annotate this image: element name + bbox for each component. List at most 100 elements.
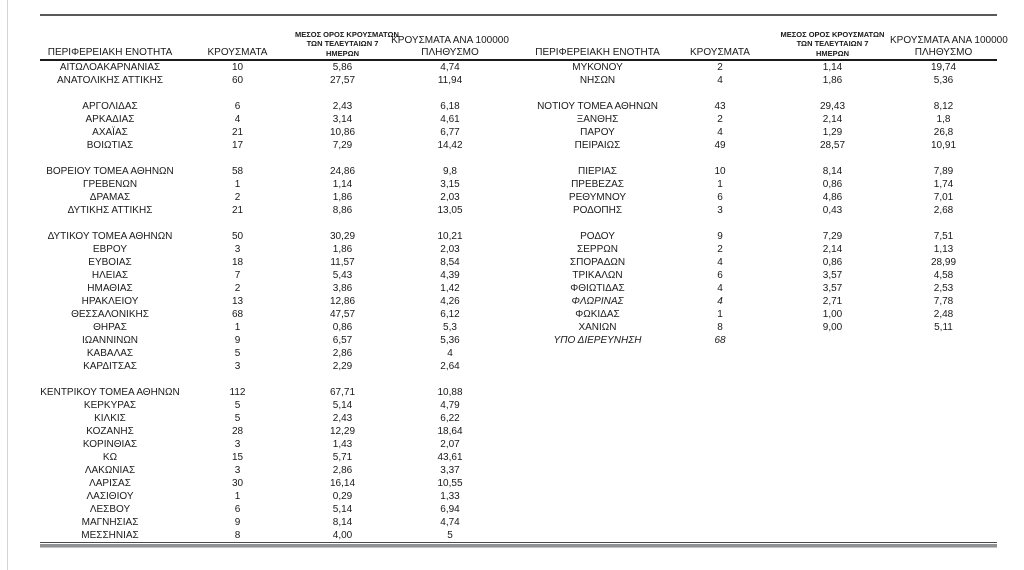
avg7-cell-right: 2,14 (822, 114, 843, 125)
region-cell-left: ΔΥΤΙΚΟΥ ΤΟΜΕΑ ΑΘΗΝΩΝ (47, 231, 173, 242)
per100k-cell-right: 5,36 (933, 75, 954, 86)
bottom-rule-thick-line (40, 544, 997, 548)
avg7-cell-left: 3,14 (332, 114, 353, 125)
cases-cell-left: 6 (234, 504, 241, 515)
cases-cell-right: 2 (717, 244, 723, 255)
per100k-cell-right: 7,51 (933, 231, 954, 242)
column-gap (510, 58, 530, 59)
cases-cell-right: 49 (714, 140, 726, 151)
table-row: ΚΕΡΚΥΡΑΣ 5 5,14 4,79 (40, 399, 997, 412)
cases-cell-left: 50 (231, 231, 244, 242)
cases-cell-right: 8 (717, 322, 723, 333)
per100k-cell-left: 2,64 (440, 361, 460, 372)
cases-cell-left: 2 (234, 192, 241, 203)
region-cell-right: ΦΛΩΡΙΝΑΣ (571, 296, 624, 307)
avg7-cell-left: 1,43 (332, 439, 353, 450)
table-row: ΑΡΚΑΔΙΑΣ 4 3,14 4,61 ΞΑΝΘΗΣ 2 2,14 1,8 (40, 113, 997, 126)
cases-cell-right: 4 (717, 257, 723, 268)
cases-cell-left: 21 (231, 205, 244, 216)
avg7-cell-left: 12,86 (329, 296, 356, 307)
avg7-cell-left: 27,57 (329, 75, 356, 86)
cases-cell-left: 1 (234, 491, 241, 502)
region-cell-left: ΚΟΡΙΝΘΙΑΣ (82, 439, 138, 450)
per100k-cell-right: 2,68 (933, 205, 954, 216)
region-cell-right: ΞΑΝΘΗΣ (576, 114, 619, 125)
avg7-cell-left: 30,29 (329, 231, 356, 242)
bottom-rule-gap (40, 543, 997, 544)
avg7-cell-left: 11,57 (330, 257, 355, 268)
region-cell-left: ΓΡΕΒΕΝΩΝ (82, 179, 138, 190)
region-cell-left: ΑΡΚΑΔΙΑΣ (85, 114, 135, 125)
per100k-cell-right: 10,91 (930, 140, 957, 151)
avg7-cell-left: 2,29 (332, 361, 353, 372)
avg7-cell-right: 4,86 (822, 192, 843, 203)
table-row: ΗΡΑΚΛΕΙΟΥ 13 12,86 4,26 ΦΛΩΡΙΝΑΣ 4 2,71 7,78 (40, 295, 997, 308)
region-cell-right: ΦΘΙΩΤΙΔΑΣ (570, 283, 625, 294)
region-cell-left: ΑΧΑΪΑΣ (92, 127, 128, 138)
header-region-right-label: ΠΕΡΙΦΕΡΕΙΑΚΗ ΕΝΟΤΗΤΑ (535, 46, 660, 58)
cases-cell-left: 9 (234, 335, 241, 346)
region-cell-left: ΒΟΙΩΤΙΑΣ (86, 140, 134, 151)
region-cell-left: ΒΟΡΕΙΟΥ ΤΟΜΕΑ ΑΘΗΝΩΝ (46, 166, 174, 177)
cases-cell-left: 17 (231, 140, 244, 151)
regional-cases-table: ΠΕΡΙΦΕΡΕΙΑΚΗ ΕΝΟΤΗΤΑ ΚΡΟΥΣΜΑΤΑ ΜΕΣΟΣ ΟΡΟ… (40, 14, 1008, 548)
per100k-cell-right: 7,89 (933, 166, 954, 177)
avg7-cell-left: 2,43 (332, 413, 353, 424)
region-cell-right: ΡΟΔΟΠΗΣ (572, 205, 623, 216)
table-row: ΛΕΣΒΟΥ 6 5,14 6,94 (40, 503, 997, 516)
region-cell-left: ΚΑΒΑΛΑΣ (86, 348, 134, 359)
per100k-cell-right: 19,74 (930, 62, 957, 73)
cases-cell-left: 3 (234, 244, 241, 255)
table-row: ΔΥΤΙΚΗΣ ΑΤΤΙΚΗΣ 21 8,86 13,05 ΡΟΔΟΠΗΣ 3 0,43 2,… (40, 204, 997, 217)
region-cell-right: ΜΥΚΟΝΟΥ (572, 62, 623, 73)
region-cell-right: ΥΠΟ ΔΙΕΡΕΥΝΗΣΗ (553, 335, 642, 346)
header-per100k-left-line2: ΠΛΗΘΥΣΜΟ (421, 46, 479, 58)
per100k-cell-left: 5,3 (443, 322, 457, 333)
table-bottom-rule (40, 542, 997, 548)
region-cell-left: ΑΡΓΟΛΙΔΑΣ (82, 101, 138, 112)
per100k-cell-left: 3,15 (440, 179, 460, 190)
avg7-cell-left: 4,00 (332, 530, 353, 541)
region-cell-right: ΣΕΡΡΩΝ (577, 244, 618, 255)
region-cell-right: ΣΠΟΡΑΔΩΝ (569, 257, 626, 268)
avg7-cell-left: 1,86 (332, 192, 353, 203)
per100k-cell-right: 7,78 (933, 296, 954, 307)
cases-cell-right: 1 (717, 179, 723, 190)
per100k-cell-right: 7,01 (933, 192, 954, 203)
per100k-cell-left: 4,61 (440, 114, 460, 125)
cases-cell-right: 43 (714, 101, 726, 112)
table-header-row: ΠΕΡΙΦΕΡΕΙΑΚΗ ΕΝΟΤΗΤΑ ΚΡΟΥΣΜΑΤΑ ΜΕΣΟΣ ΟΡΟ… (40, 16, 1008, 61)
region-cell-left: ΘΗΡΑΣ (93, 322, 127, 333)
header-region-left-label: ΠΕΡΙΦΕΡΕΙΑΚΗ ΕΝΟΤΗΤΑ (47, 46, 173, 58)
cases-cell-right: 10 (714, 166, 726, 177)
region-cell-right: ΠΕΙΡΑΙΩΣ (574, 140, 621, 151)
per100k-cell-right: 26,8 (933, 127, 954, 138)
table-row: ΛΑΡΙΣΑΣ 30 16,14 10,55 (40, 477, 997, 490)
region-cell-left: ΔΥΤΙΚΗΣ ΑΤΤΙΚΗΣ (67, 205, 153, 216)
per100k-cell-left: 18,64 (437, 426, 463, 437)
avg7-cell-left: 5,43 (332, 270, 353, 281)
cases-cell-right: 6 (717, 192, 723, 203)
per100k-cell-left: 43,61 (437, 452, 463, 463)
avg7-cell-right: 1,00 (822, 309, 843, 320)
avg7-cell-left: 7,29 (332, 140, 353, 151)
table-row (40, 152, 997, 165)
avg7-cell-left: 67,71 (329, 387, 356, 398)
avg7-cell-right: 2,71 (822, 296, 843, 307)
header-avg7-right-line1: ΜΕΣΟΣ ΟΡΟΣ ΚΡΟΥΣΜΑΤΩΝ (780, 29, 885, 39)
header-per100k-left: ΚΡΟΥΣΜΑΤΑ ΑΝΑ 100000 ΠΛΗΘΥΣΜΟ (390, 35, 510, 59)
region-cell-left: ΚΕΡΚΥΡΑΣ (83, 400, 137, 411)
avg7-cell-left: 2,43 (332, 101, 353, 112)
per100k-cell-left: 6,94 (440, 504, 460, 515)
per100k-cell-left: 4,74 (440, 62, 460, 73)
avg7-cell-right: 3,57 (822, 283, 843, 294)
per100k-cell-left: 6,18 (440, 101, 460, 112)
page-edge-line (7, 0, 8, 570)
avg7-cell-left: 1,86 (332, 244, 353, 255)
header-cases-left-label: ΚΡΟΥΣΜΑΤΑ (207, 46, 268, 58)
cases-cell-left: 58 (231, 166, 244, 177)
cases-cell-left: 5 (234, 400, 241, 411)
per100k-cell-right: 2,48 (933, 309, 954, 320)
avg7-cell-left: 3,86 (332, 283, 353, 294)
